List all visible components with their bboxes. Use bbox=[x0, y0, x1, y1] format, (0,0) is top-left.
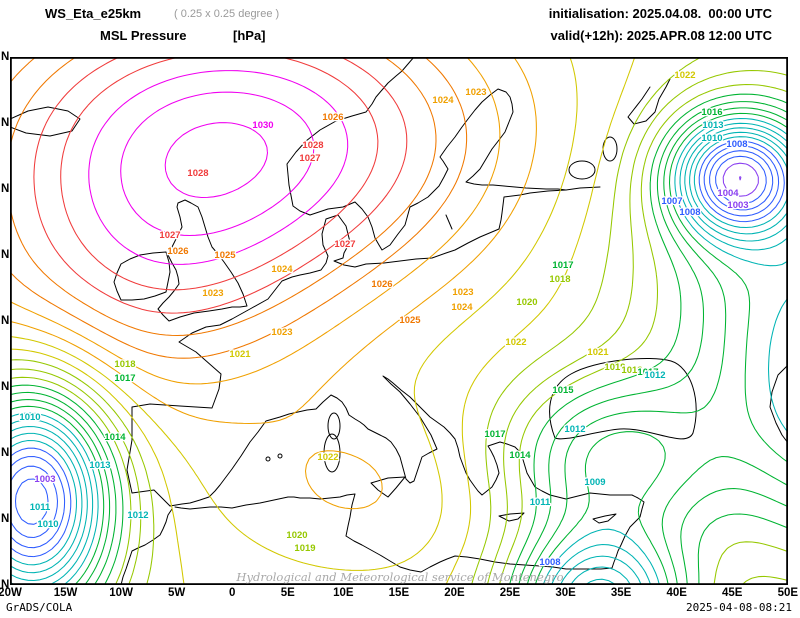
contour-label: 1012 bbox=[644, 370, 665, 381]
contour-label: 1018 bbox=[114, 359, 135, 370]
contour-label: 1020 bbox=[516, 297, 537, 308]
contour-label: 1010 bbox=[19, 412, 40, 423]
contour-label: 1018 bbox=[549, 274, 570, 285]
contour-label: 1010 bbox=[701, 133, 722, 144]
contour-label: 1012 bbox=[127, 510, 148, 521]
contour-label: 1020 bbox=[286, 530, 307, 541]
y-axis-tick: N bbox=[1, 579, 10, 591]
contour-label: 1025 bbox=[399, 315, 421, 326]
contour-label: 1024 bbox=[451, 302, 473, 313]
contour-label: 1021 bbox=[229, 349, 251, 360]
field-units: [hPa] bbox=[233, 28, 266, 43]
map-frame bbox=[10, 57, 788, 585]
contour-label: 1023 bbox=[452, 287, 473, 298]
contour-label: 1014 bbox=[509, 450, 531, 461]
watermark: Hydrological and Meteorological service … bbox=[236, 570, 564, 584]
y-axis-tick: N bbox=[1, 117, 10, 129]
x-axis-tick: 20W bbox=[0, 587, 22, 599]
y-axis-tick: N bbox=[1, 51, 10, 63]
contour-label: 1003 bbox=[727, 200, 748, 211]
y-axis-tick: N bbox=[1, 447, 10, 459]
x-axis-tick: 50E bbox=[777, 587, 799, 599]
contour-label: 1027 bbox=[334, 239, 355, 250]
x-axis-tick: 15E bbox=[388, 587, 410, 599]
x-axis-tick: 25E bbox=[499, 587, 521, 599]
x-axis-tick: 15W bbox=[53, 587, 78, 599]
contour-label: 1010 bbox=[37, 519, 58, 530]
contour-label: 1027 bbox=[159, 230, 180, 241]
contour-label: 1023 bbox=[465, 87, 486, 98]
x-axis-tick: 40E bbox=[666, 587, 687, 599]
contour-label: 1021 bbox=[587, 347, 609, 358]
contour-label: 1022 bbox=[674, 70, 695, 81]
contour-label: 1030 bbox=[252, 120, 273, 131]
contour-label: 1017 bbox=[484, 429, 505, 440]
contour-label: 1013 bbox=[89, 460, 110, 471]
x-axis-tick: 30E bbox=[555, 587, 576, 599]
contour-label: 1019 bbox=[294, 543, 315, 554]
contour-label: 1011 bbox=[530, 497, 551, 508]
initialisation-time: initialisation: 2025.04.08. 00:00 UTC bbox=[548, 6, 772, 21]
contour-label: 1009 bbox=[584, 477, 605, 488]
contour-label: 1015 bbox=[552, 385, 574, 396]
contour-label: 1008 bbox=[539, 557, 560, 568]
model-resolution: ( 0.25 x 0.25 degree ) bbox=[174, 8, 280, 20]
contour-label: 1026 bbox=[167, 246, 188, 257]
contour-label: 1019 bbox=[604, 362, 625, 373]
x-axis-tick: 5W bbox=[168, 587, 186, 599]
contour-label: 1025 bbox=[214, 250, 236, 261]
y-axis-tick: N bbox=[1, 315, 10, 327]
contour-label: 1026 bbox=[371, 279, 392, 290]
x-axis-tick: 35E bbox=[610, 587, 632, 599]
contour-label: 1012 bbox=[564, 424, 585, 435]
contour-label: 1017 bbox=[552, 260, 573, 271]
contour-label: 1028 bbox=[302, 140, 323, 151]
x-axis-tick: 10E bbox=[333, 587, 354, 599]
isobar-contours bbox=[10, 57, 788, 585]
contour-label: 1004 bbox=[717, 188, 739, 199]
x-axis-tick: 20E bbox=[444, 587, 465, 599]
x-axis-tick: 10W bbox=[109, 587, 133, 599]
contour-label: 1026 bbox=[322, 112, 343, 123]
grads-credit: GrADS/COLA bbox=[6, 601, 73, 614]
contour-labels: 1022 1024 1023 1026 1030 1028 1027 1016 1013 1010… bbox=[18, 69, 750, 570]
y-axis-tick: N bbox=[1, 183, 10, 195]
y-axis-tick: N bbox=[1, 249, 10, 261]
model-title: WS_Eta_e25km bbox=[45, 6, 142, 21]
contour-label: 1024 bbox=[271, 264, 293, 275]
contour-label: 1017 bbox=[114, 373, 135, 384]
valid-time: valid(+12h): 2025.APR.08 12:00 UTC bbox=[550, 28, 772, 43]
contour-label: 1022 bbox=[317, 452, 338, 463]
contour-label: 1017 bbox=[637, 367, 658, 378]
y-axis-tick: N bbox=[1, 513, 10, 525]
creation-timestamp: 2025-04-08-08:21 bbox=[686, 601, 792, 614]
y-axis-tick: N bbox=[1, 381, 10, 393]
contour-label: 1003 bbox=[34, 474, 55, 485]
x-axis-tick: 45E bbox=[722, 587, 743, 599]
contour-label: 1023 bbox=[202, 288, 223, 299]
x-axis-tick: 0 bbox=[229, 587, 236, 599]
contour-label: 1011 bbox=[30, 502, 51, 513]
contour-label: 1028 bbox=[187, 168, 208, 179]
contour-label: 1024 bbox=[432, 95, 454, 106]
contour-label: 1023 bbox=[271, 327, 292, 338]
contour-label: 1014 bbox=[104, 432, 126, 443]
pressure-contour-map: 1022 1024 1023 1026 1030 1028 1027 1016 1013 1010… bbox=[10, 57, 788, 585]
contour-label: 1008 bbox=[679, 207, 700, 218]
x-axis-tick: 5E bbox=[280, 587, 295, 599]
coastlines bbox=[10, 57, 788, 585]
contour-label: 1027 bbox=[299, 153, 320, 164]
contour-label: 1016 bbox=[701, 107, 722, 118]
field-name: MSL Pressure bbox=[100, 28, 187, 43]
contour-label: 1007 bbox=[661, 196, 682, 207]
contour-label: 1022 bbox=[505, 337, 526, 348]
contour-label: 1013 bbox=[702, 120, 723, 131]
contour-label: 1018 bbox=[621, 365, 642, 376]
contour-label: 1008 bbox=[726, 139, 747, 150]
